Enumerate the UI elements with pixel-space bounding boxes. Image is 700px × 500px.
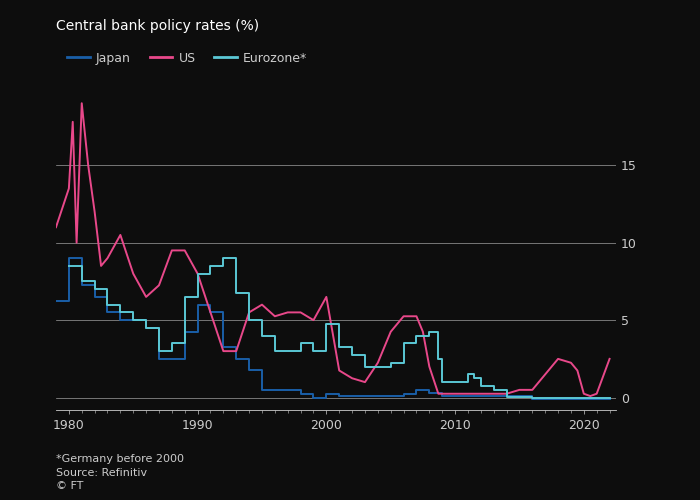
Legend: Japan, US, Eurozone*: Japan, US, Eurozone*	[62, 46, 312, 70]
Text: Source: Refinitiv: Source: Refinitiv	[56, 468, 147, 478]
Text: © FT: © FT	[56, 481, 83, 491]
Text: Central bank policy rates (%): Central bank policy rates (%)	[56, 19, 259, 33]
Text: *Germany before 2000: *Germany before 2000	[56, 454, 184, 464]
